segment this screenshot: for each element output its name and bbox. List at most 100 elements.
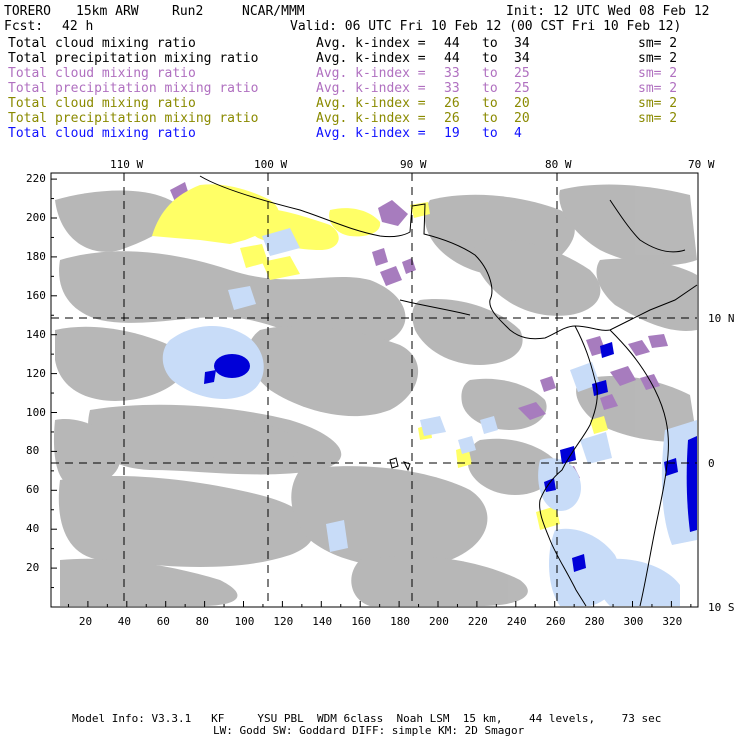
x-tick-label: 180: [390, 615, 410, 628]
legend-from: 44: [444, 51, 460, 66]
x-tick-label: 260: [545, 615, 566, 628]
y-tick-label: 20: [26, 561, 40, 575]
lat-label: 10 N: [708, 312, 735, 325]
y-tick-label: 140: [26, 327, 46, 341]
legend-from: 44: [444, 36, 460, 51]
legend-to: 25: [514, 66, 530, 81]
legend-row: Total cloud mixing ratio Avg. k-index = 19…: [8, 126, 738, 141]
legend-row: Total cloud mixing ratio Avg. k-index = 26…: [8, 96, 738, 111]
legend-row: Total precipitation mixing ratio Avg. k-i…: [8, 81, 738, 96]
model-info: Model Info: V3.3.1 KF YSU PBL WDM 6class…: [72, 712, 662, 725]
lon-label: 110 W: [110, 158, 144, 171]
y-tick-label: 120: [26, 366, 46, 380]
legend-to-label: to: [482, 111, 498, 126]
run-label: Run2: [172, 4, 204, 19]
x-tick-label: 60: [156, 615, 170, 628]
legend-to-label: to: [482, 36, 498, 51]
legend-from: 26: [444, 96, 460, 111]
legend-row: Total cloud mixing ratio Avg. k-index = 33…: [8, 66, 738, 81]
legend-to-label: to: [482, 66, 498, 81]
legend-field: Total precipitation mixing ratio: [8, 51, 259, 66]
legend-row: Total precipitation mixing ratio Avg. k-i…: [8, 111, 738, 126]
legend-field: Total cloud mixing ratio: [8, 66, 196, 81]
x-tick-label: 140: [312, 615, 333, 628]
x-tick-label: 280: [584, 615, 605, 628]
y-tick-label: 200: [26, 211, 46, 224]
legend-sm: sm= 2: [638, 81, 678, 96]
legend-field: Total precipitation mixing ratio: [8, 81, 259, 96]
legend-to-label: to: [482, 96, 498, 111]
legend-from: 33: [444, 81, 460, 96]
legend-sm: sm= 2: [638, 111, 678, 126]
legend-sm: sm= 2: [638, 66, 678, 81]
y-tick-label: 180: [26, 249, 46, 263]
legend-sm: sm= 2: [638, 36, 678, 51]
y-tick-label: 40: [26, 522, 40, 536]
x-tick-label: 220: [467, 615, 488, 628]
x-tick-label: 160: [351, 615, 372, 628]
legend-sm: sm= 2: [638, 96, 678, 111]
fcst-hours: 42 h: [62, 19, 94, 34]
lon-label: 70 W: [688, 158, 715, 171]
deep-cloud-dark: [204, 342, 697, 572]
x-tick-label: 100: [234, 615, 255, 628]
y-tick-label: 100: [26, 405, 46, 419]
map-frame: [50, 172, 699, 608]
legend-avg: Avg. k-index =: [316, 81, 426, 96]
legend-from: 19: [444, 126, 460, 141]
legend-row: Total cloud mixing ratio Avg. k-index = 44…: [8, 36, 738, 51]
coastlines: [199, 175, 698, 607]
legend-to: 20: [514, 111, 530, 126]
legend-to-label: to: [482, 51, 498, 66]
legend-to: 34: [514, 51, 530, 66]
legend-avg: Avg. k-index =: [316, 111, 426, 126]
legend-to: 4: [514, 126, 522, 141]
deep-cloud-light: [162, 228, 697, 606]
physics-info: LW: Godd SW: Goddard DIFF: simple KM: 2D…: [213, 724, 525, 737]
y-tick-label: 220: [26, 172, 46, 186]
org-label: NCAR/MMM: [242, 4, 305, 19]
legend-to: 34: [514, 36, 530, 51]
x-tick-label: 200: [429, 615, 449, 628]
legend-to: 25: [514, 81, 530, 96]
x-tick-label: 320: [662, 615, 683, 628]
init-time: Init: 12 UTC Wed 08 Feb 12: [506, 4, 710, 19]
graticule: [51, 173, 697, 607]
legend-to-label: to: [482, 81, 498, 96]
y-tick-label: 60: [26, 483, 40, 497]
legend-sm: sm= 2: [638, 51, 678, 66]
x-tick-label: 300: [623, 615, 644, 628]
x-tick-label: 120: [273, 615, 294, 628]
lon-label: 90 W: [400, 158, 427, 171]
legend-from: 26: [444, 111, 460, 126]
legend-field: Total cloud mixing ratio: [8, 126, 196, 141]
legend-avg: Avg. k-index =: [316, 66, 426, 81]
model-name: TORERO: [4, 4, 51, 19]
legend-avg: Avg. k-index =: [316, 126, 426, 141]
legend-avg: Avg. k-index =: [316, 96, 426, 111]
y-tick-label: 80: [26, 444, 40, 458]
legend-field: Total cloud mixing ratio: [8, 36, 196, 51]
x-tick-label: 80: [195, 615, 209, 628]
legend-avg: Avg. k-index =: [316, 51, 426, 66]
lat-label: 0: [708, 457, 715, 470]
cloud-field-layer: [53, 182, 697, 606]
fcst-label: Fcst:: [4, 19, 44, 34]
legend-field: Total precipitation mixing ratio: [8, 111, 259, 126]
valid-time: Valid: 06 UTC Fri 10 Feb 12 (00 CST Fri …: [290, 19, 682, 34]
legend-to: 20: [514, 96, 530, 111]
x-tick-label: 40: [117, 615, 132, 628]
x-tick-label: 20: [78, 615, 93, 628]
legend-field: Total cloud mixing ratio: [8, 96, 196, 111]
x-tick-label: 240: [506, 615, 527, 628]
lon-label: 80 W: [545, 158, 572, 171]
y-tick-label: 160: [26, 288, 46, 302]
legend-row: Total precipitation mixing ratio Avg. k-i…: [8, 51, 738, 66]
legend-to-label: to: [482, 126, 498, 141]
lat-label: 10 S: [708, 601, 735, 614]
lon-label: 100 W: [254, 158, 288, 171]
legend-avg: Avg. k-index =: [316, 36, 426, 51]
legend-from: 33: [444, 66, 460, 81]
model-resolution: 15km ARW: [76, 4, 139, 19]
